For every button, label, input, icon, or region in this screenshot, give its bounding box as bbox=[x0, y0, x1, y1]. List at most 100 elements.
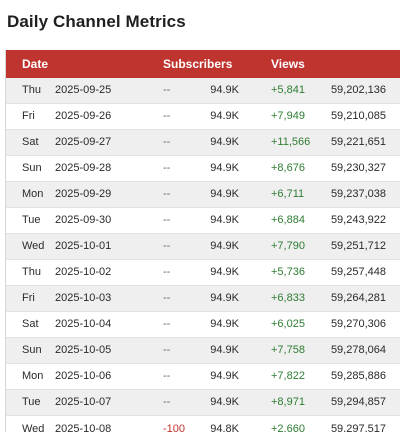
row-day: Sat bbox=[22, 318, 39, 330]
row-subscribers: 94.9K bbox=[210, 370, 239, 382]
table-row: Tue 2025-09-30 -- 94.9K +6,884 59,243,92… bbox=[6, 208, 400, 234]
row-date: 2025-09-30 bbox=[55, 214, 112, 226]
column-header-views[interactable]: Views bbox=[271, 57, 305, 71]
row-date: 2025-10-04 bbox=[55, 318, 112, 330]
table-header: Date Subscribers Views bbox=[6, 50, 400, 78]
row-subscribers-delta: -- bbox=[163, 396, 171, 408]
row-date: 2025-09-28 bbox=[55, 162, 112, 174]
row-views: 59,202,136 bbox=[330, 84, 386, 96]
row-subscribers-delta: -- bbox=[163, 318, 171, 330]
table-row: Wed 2025-10-08 -100 94.8K +2,660 59,297,… bbox=[6, 416, 400, 432]
row-subscribers-delta: -- bbox=[163, 162, 171, 174]
row-subscribers-delta: -- bbox=[163, 240, 171, 252]
row-subscribers-delta: -- bbox=[163, 136, 171, 148]
row-subscribers: 94.9K bbox=[210, 318, 239, 330]
row-views-delta: +11,566 bbox=[271, 136, 311, 148]
row-views-delta: +7,822 bbox=[271, 370, 305, 382]
row-subscribers-delta: -- bbox=[163, 292, 171, 304]
row-views: 59,264,281 bbox=[330, 292, 386, 304]
row-views-delta: +8,676 bbox=[271, 162, 305, 174]
row-subscribers: 94.8K bbox=[210, 423, 239, 432]
table-row: Thu 2025-10-02 -- 94.9K +5,736 59,257,44… bbox=[6, 260, 400, 286]
row-views-delta: +8,971 bbox=[271, 396, 305, 408]
table-row: Wed 2025-10-01 -- 94.9K +7,790 59,251,71… bbox=[6, 234, 400, 260]
row-subscribers: 94.9K bbox=[210, 344, 239, 356]
row-day: Mon bbox=[22, 188, 44, 200]
row-views-delta: +7,758 bbox=[271, 344, 305, 356]
row-views-delta: +6,025 bbox=[271, 318, 305, 330]
row-subscribers: 94.9K bbox=[210, 266, 239, 278]
row-day: Sun bbox=[22, 162, 42, 174]
row-day: Wed bbox=[22, 423, 45, 432]
row-subscribers: 94.9K bbox=[210, 292, 239, 304]
column-header-subscribers[interactable]: Subscribers bbox=[163, 57, 233, 71]
row-subscribers: 94.9K bbox=[210, 136, 239, 148]
row-subscribers-delta: -- bbox=[163, 84, 171, 96]
row-day: Mon bbox=[22, 370, 44, 382]
row-subscribers: 94.9K bbox=[210, 396, 239, 408]
table-row: Thu 2025-09-25 -- 94.9K +5,841 59,202,13… bbox=[6, 78, 400, 104]
row-day: Sun bbox=[22, 344, 42, 356]
row-subscribers: 94.9K bbox=[210, 162, 239, 174]
table-row: Fri 2025-10-03 -- 94.9K +6,833 59,264,28… bbox=[6, 286, 400, 312]
row-date: 2025-10-01 bbox=[55, 240, 112, 252]
row-views-delta: +6,884 bbox=[271, 214, 305, 226]
row-date: 2025-09-25 bbox=[55, 84, 112, 96]
row-views: 59,270,306 bbox=[330, 318, 386, 330]
row-date: 2025-10-03 bbox=[55, 292, 112, 304]
row-day: Fri bbox=[22, 292, 35, 304]
table-row: Sat 2025-10-04 -- 94.9K +6,025 59,270,30… bbox=[6, 312, 400, 338]
row-views: 59,257,448 bbox=[330, 266, 386, 278]
row-date: 2025-09-26 bbox=[55, 110, 112, 122]
row-views: 59,294,857 bbox=[330, 396, 386, 408]
row-date: 2025-10-08 bbox=[55, 423, 112, 432]
row-day: Thu bbox=[22, 266, 41, 278]
row-subscribers-delta: -- bbox=[163, 370, 171, 382]
row-views-delta: +7,790 bbox=[271, 240, 305, 252]
row-subscribers: 94.9K bbox=[210, 240, 239, 252]
row-date: 2025-10-02 bbox=[55, 266, 112, 278]
row-views-delta: +6,833 bbox=[271, 292, 305, 304]
row-subscribers-delta: -100 bbox=[163, 423, 186, 432]
row-views: 59,251,712 bbox=[330, 240, 386, 252]
row-views: 59,243,922 bbox=[330, 214, 386, 226]
table-row: Mon 2025-09-29 -- 94.9K +6,711 59,237,03… bbox=[6, 182, 400, 208]
row-date: 2025-10-06 bbox=[55, 370, 112, 382]
row-subscribers-delta: -- bbox=[163, 214, 171, 226]
table-row: Sat 2025-09-27 -- 94.9K +11,566 59,221,6… bbox=[6, 130, 400, 156]
row-day: Thu bbox=[22, 84, 41, 96]
row-views: 59,230,327 bbox=[330, 162, 386, 174]
row-subscribers: 94.9K bbox=[210, 188, 239, 200]
row-views-delta: +5,736 bbox=[271, 266, 305, 278]
row-subscribers: 94.9K bbox=[210, 84, 239, 96]
row-subscribers: 94.9K bbox=[210, 110, 239, 122]
row-views: 59,221,651 bbox=[330, 136, 386, 148]
row-day: Wed bbox=[22, 240, 45, 252]
table-row: Sun 2025-09-28 -- 94.9K +8,676 59,230,32… bbox=[6, 156, 400, 182]
row-day: Tue bbox=[22, 214, 41, 226]
row-subscribers-delta: -- bbox=[163, 188, 171, 200]
table-row: Mon 2025-10-06 -- 94.9K +7,822 59,285,88… bbox=[6, 364, 400, 390]
page-title: Daily Channel Metrics bbox=[7, 12, 186, 31]
row-day: Fri bbox=[22, 110, 35, 122]
row-day: Tue bbox=[22, 396, 41, 408]
row-subscribers-delta: -- bbox=[163, 110, 171, 122]
row-views: 59,210,085 bbox=[330, 110, 386, 122]
row-views-delta: +7,949 bbox=[271, 110, 305, 122]
row-views: 59,237,038 bbox=[330, 188, 386, 200]
row-views: 59,278,064 bbox=[330, 344, 386, 356]
row-subscribers-delta: -- bbox=[163, 344, 171, 356]
table-row: Fri 2025-09-26 -- 94.9K +7,949 59,210,08… bbox=[6, 104, 400, 130]
row-views-delta: +2,660 bbox=[271, 423, 305, 432]
row-date: 2025-09-27 bbox=[55, 136, 112, 148]
row-date: 2025-09-29 bbox=[55, 188, 112, 200]
row-date: 2025-10-05 bbox=[55, 344, 112, 356]
row-views-delta: +6,711 bbox=[271, 188, 305, 200]
row-date: 2025-10-07 bbox=[55, 396, 112, 408]
metrics-table: Date Subscribers Views Thu 2025-09-25 --… bbox=[5, 50, 400, 432]
row-views: 59,285,886 bbox=[330, 370, 386, 382]
row-views-delta: +5,841 bbox=[271, 84, 305, 96]
column-header-date[interactable]: Date bbox=[22, 57, 49, 71]
row-subscribers: 94.9K bbox=[210, 214, 239, 226]
